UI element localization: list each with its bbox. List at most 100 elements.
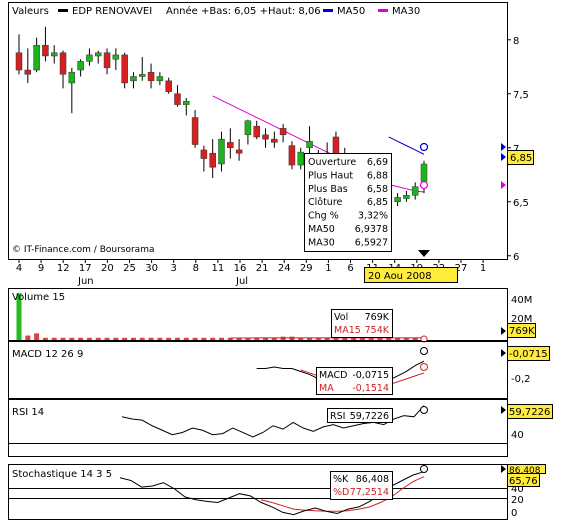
tooltip-value: 6,69 bbox=[367, 157, 388, 168]
tooltip-label: Ouverture bbox=[308, 157, 356, 168]
tooltip-value: 6,88 bbox=[367, 170, 388, 181]
candle bbox=[122, 53, 128, 89]
rsi-panel-frame bbox=[9, 400, 508, 457]
candle bbox=[60, 51, 66, 89]
x-tick-label: 1 bbox=[325, 263, 331, 274]
stoch-d-value: 77,2514 bbox=[350, 487, 389, 498]
candle-body bbox=[245, 121, 251, 135]
macd-badge-text: -0,0715 bbox=[509, 349, 548, 360]
candle-body bbox=[148, 72, 154, 81]
price-tick-label: 6,5 bbox=[513, 198, 529, 209]
candle bbox=[34, 38, 40, 73]
candle bbox=[42, 27, 48, 62]
candle bbox=[148, 64, 154, 89]
x-tick-label: 29 bbox=[300, 263, 313, 274]
candle bbox=[210, 139, 216, 178]
volume-bar bbox=[96, 338, 101, 340]
legend: Valeurs EDP RENOVAVEI Année +Bas: 6,05 +… bbox=[12, 5, 420, 17]
stochastic-panel: Stochastique 14 3 5 40 20 0 %K 86,408 %D… bbox=[9, 465, 546, 520]
candle bbox=[271, 132, 277, 148]
x-tick-label: 17 bbox=[79, 263, 92, 274]
rsi-badge-text: 59,7226 bbox=[509, 407, 550, 418]
volume-bar bbox=[193, 338, 198, 340]
month-jun: Jun bbox=[77, 276, 94, 287]
rsi-value: 59,7226 bbox=[350, 411, 389, 422]
candle bbox=[174, 85, 180, 107]
ma50-legend: MA50 bbox=[337, 6, 365, 17]
ma30-arrow bbox=[501, 181, 506, 189]
price-y-axis: 87,576,56 bbox=[507, 36, 529, 263]
rsi-tick: 40 bbox=[511, 430, 524, 441]
stoch-tooltip: %K 86,408 %D 77,2514 bbox=[331, 472, 393, 500]
stoch-arrow bbox=[501, 465, 506, 473]
stoch-title: Stochastique 14 3 5 bbox=[12, 469, 112, 480]
rsi-title: RSI 14 bbox=[12, 407, 44, 418]
price-badge-text: 6,85 bbox=[510, 153, 532, 164]
candle bbox=[157, 72, 163, 85]
vol-ma-value: 754K bbox=[365, 325, 390, 336]
stoch-tick-20: 20 bbox=[511, 495, 524, 506]
tooltip-value: 3,32% bbox=[358, 211, 388, 222]
candle-body bbox=[403, 195, 409, 198]
candle-body bbox=[139, 74, 145, 76]
stoch-k-value: 86,408 bbox=[356, 474, 389, 485]
candle bbox=[78, 59, 84, 76]
candle bbox=[16, 34, 22, 74]
candle-body bbox=[254, 126, 260, 137]
candle bbox=[395, 193, 401, 206]
rsi-tooltip: RSI 59,7226 bbox=[328, 409, 393, 423]
volume-bar bbox=[149, 338, 154, 340]
candle-body bbox=[42, 45, 48, 56]
macd-end-marker bbox=[421, 348, 428, 355]
ma30-legend: MA30 bbox=[392, 6, 420, 17]
candle bbox=[166, 78, 172, 94]
price-tick-label: 6 bbox=[513, 252, 519, 263]
candle bbox=[254, 121, 260, 139]
macd-ma-value: -0,1514 bbox=[352, 383, 389, 394]
candle-body bbox=[192, 118, 198, 145]
date-badge-text: 20 Aou 2008 bbox=[368, 271, 432, 282]
candle-body bbox=[298, 152, 304, 165]
candle-body bbox=[95, 53, 101, 56]
volume-bar bbox=[157, 338, 162, 340]
legend-label: Valeurs bbox=[12, 6, 49, 17]
ma30-end-marker bbox=[421, 182, 428, 189]
stoch-k-label: %K bbox=[333, 474, 349, 485]
candle-body bbox=[395, 197, 401, 201]
stoch-end-marker bbox=[421, 466, 428, 473]
volume-bar bbox=[140, 338, 145, 340]
ma50-series bbox=[389, 137, 424, 154]
candle-body bbox=[34, 45, 40, 70]
x-tick-label: 11 bbox=[212, 263, 225, 274]
stoch-d-badge-text: 65,76 bbox=[509, 476, 538, 487]
x-tick-label: 9 bbox=[38, 263, 44, 274]
candle-body bbox=[421, 164, 427, 181]
stock-name: EDP RENOVAVEI bbox=[72, 6, 152, 17]
candle-body bbox=[78, 61, 84, 70]
volume-bar bbox=[105, 338, 110, 340]
tooltip-value: 6,85 bbox=[367, 197, 388, 208]
month-jul: Jul bbox=[235, 276, 248, 287]
x-tick-label: 1 bbox=[480, 263, 486, 274]
candle bbox=[227, 128, 233, 158]
tooltip-label: Plus Haut bbox=[308, 170, 353, 181]
volume-bar bbox=[69, 338, 74, 340]
ma50-line bbox=[389, 137, 424, 154]
volume-bar bbox=[25, 336, 30, 340]
price-arrow bbox=[501, 153, 506, 161]
candle bbox=[280, 124, 286, 142]
vol-label: Vol bbox=[334, 312, 348, 323]
candle bbox=[289, 141, 295, 169]
macd-ma-label: MA bbox=[319, 383, 334, 394]
volume-bar bbox=[43, 338, 48, 340]
price-tick-label: 8 bbox=[513, 36, 519, 47]
candle bbox=[201, 146, 207, 172]
x-tick-label: 30 bbox=[145, 263, 158, 274]
candle bbox=[86, 48, 92, 65]
macd-signal-end-marker bbox=[421, 364, 428, 371]
volume-bar bbox=[87, 338, 92, 340]
x-tick-label: 3 bbox=[171, 263, 177, 274]
volume-title: Volume 15 bbox=[12, 292, 65, 303]
candle-body bbox=[271, 139, 277, 142]
